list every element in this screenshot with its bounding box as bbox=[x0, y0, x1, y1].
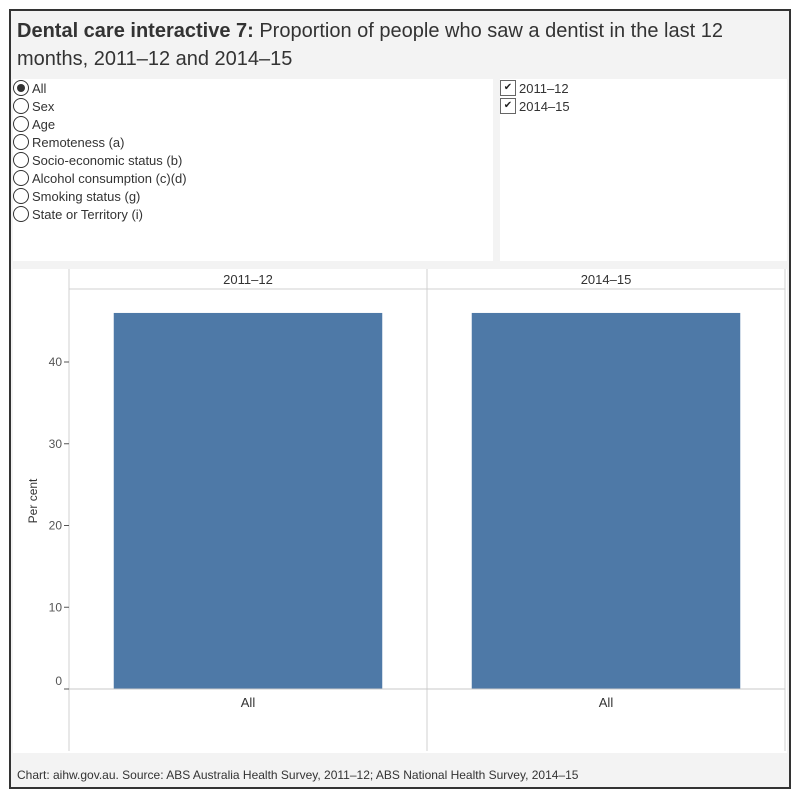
radio-option[interactable]: All bbox=[13, 79, 493, 97]
radio-unselected-icon[interactable] bbox=[13, 188, 29, 204]
radio-unselected-icon[interactable] bbox=[13, 206, 29, 222]
chart-area: 2011–12 All 2014–15 All 0 10 20 30 40 Per cent bbox=[13, 269, 787, 753]
radio-label: State or Territory (i) bbox=[32, 206, 144, 222]
radio-unselected-icon[interactable] bbox=[13, 134, 29, 150]
x-tick-label: All bbox=[599, 695, 614, 710]
bar bbox=[113, 312, 383, 689]
checkbox-label: 2011–12 bbox=[519, 80, 569, 96]
checkbox-label: 2014–15 bbox=[519, 98, 570, 114]
x-tick-label: All bbox=[241, 695, 256, 710]
radio-unselected-icon[interactable] bbox=[13, 98, 29, 114]
source-note: Chart: aihw.gov.au. Source: ABS Australi… bbox=[17, 768, 579, 782]
radio-option[interactable]: Alcohol consumption (c)(d) bbox=[13, 169, 493, 187]
panel-header: 2011–12 bbox=[223, 272, 273, 287]
radio-label: Smoking status (g) bbox=[32, 188, 141, 204]
radio-label: All bbox=[32, 80, 47, 96]
radio-label: Socio-economic status (b) bbox=[32, 152, 183, 168]
title-bold: Dental care interactive 7: bbox=[17, 20, 254, 42]
dashboard-frame: Dental care interactive 7: Proportion of… bbox=[9, 9, 791, 789]
y-axis-label: Per cent bbox=[26, 478, 40, 523]
radio-unselected-icon[interactable] bbox=[13, 152, 29, 168]
year-filter: ✔ 2011–12 ✔ 2014–15 bbox=[500, 79, 787, 261]
checkbox-option[interactable]: ✔ 2014–15 bbox=[500, 97, 787, 115]
radio-label: Sex bbox=[32, 98, 55, 114]
checkbox-icon[interactable]: ✔ bbox=[500, 98, 516, 114]
y-tick-label: 40 bbox=[49, 355, 63, 369]
bar-chart: 2011–12 All 2014–15 All 0 10 20 30 40 Per cent bbox=[26, 269, 786, 751]
radio-selected-icon[interactable] bbox=[13, 80, 29, 96]
radio-option[interactable]: Remoteness (a) bbox=[13, 133, 493, 151]
panel-header: 2014–15 bbox=[581, 272, 632, 287]
checkbox-option[interactable]: ✔ 2011–12 bbox=[500, 79, 787, 97]
radio-unselected-icon[interactable] bbox=[13, 170, 29, 186]
title-rest: Proportion of people who saw a dentist i… bbox=[17, 20, 723, 70]
radio-label: Age bbox=[32, 116, 56, 132]
radio-option[interactable]: Socio-economic status (b) bbox=[13, 151, 493, 169]
y-tick-label: 0 bbox=[55, 674, 62, 688]
radio-label: Remoteness (a) bbox=[32, 134, 125, 150]
y-tick-label: 30 bbox=[49, 437, 63, 451]
radio-option[interactable]: Sex bbox=[13, 97, 493, 115]
radio-option[interactable]: Smoking status (g) bbox=[13, 187, 493, 205]
bar bbox=[471, 312, 741, 689]
radio-option[interactable]: State or Territory (i) bbox=[13, 205, 493, 223]
radio-unselected-icon[interactable] bbox=[13, 116, 29, 132]
radio-label: Alcohol consumption (c)(d) bbox=[32, 170, 187, 186]
page-title: Dental care interactive 7: Proportion of… bbox=[17, 17, 777, 73]
y-tick-label: 10 bbox=[49, 600, 63, 614]
checkbox-icon[interactable]: ✔ bbox=[500, 80, 516, 96]
radio-option[interactable]: Age bbox=[13, 115, 493, 133]
category-filter: All Sex Age Remoteness (a) Socio-economic st… bbox=[13, 79, 493, 261]
y-tick-label: 20 bbox=[49, 519, 63, 533]
